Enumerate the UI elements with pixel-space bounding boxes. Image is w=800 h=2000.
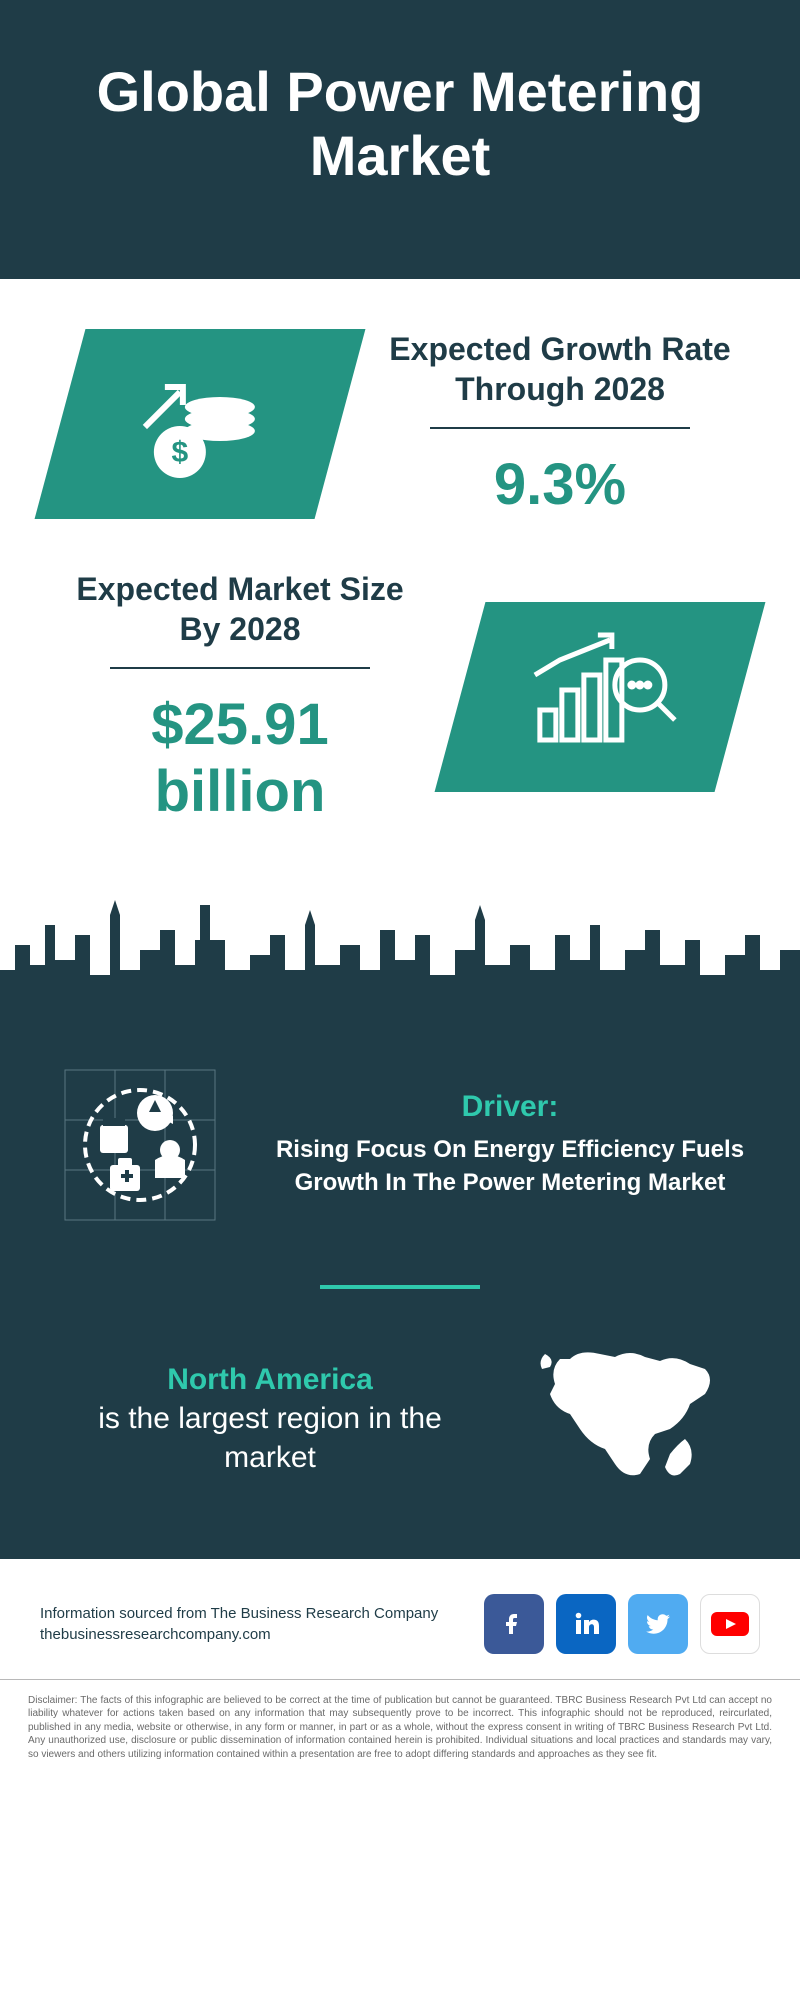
linkedin-icon[interactable] — [556, 1594, 616, 1654]
north-america-map-icon — [530, 1339, 750, 1499]
growth-section: $ Expected Growth Rate Through 2028 9.3% — [0, 279, 800, 549]
market-size-label: Expected Market Size By 2028 — [60, 569, 420, 649]
facebook-icon[interactable] — [484, 1594, 544, 1654]
footer: Information sourced from The Business Re… — [0, 1559, 800, 1679]
header: Global Power Metering Market — [0, 0, 800, 279]
region-row: North America is the largest region in t… — [50, 1339, 750, 1499]
dark-section: Driver: Rising Focus On Energy Efficienc… — [0, 1015, 800, 1559]
region-name: North America — [50, 1360, 490, 1399]
divider — [430, 427, 690, 429]
growth-icon-box: $ — [35, 329, 366, 519]
growth-value: 9.3% — [380, 451, 740, 518]
youtube-icon[interactable] — [700, 1594, 760, 1654]
divider-bar — [320, 1285, 480, 1289]
twitter-icon[interactable] — [628, 1594, 688, 1654]
growth-label: Expected Growth Rate Through 2028 — [380, 329, 740, 409]
disclaimer-text: Disclaimer: The facts of this infographi… — [0, 1679, 800, 1792]
driver-row: Driver: Rising Focus On Energy Efficienc… — [50, 1055, 750, 1235]
source-text: Information sourced from The Business Re… — [40, 1603, 438, 1645]
growth-text: Expected Growth Rate Through 2028 9.3% — [380, 329, 740, 518]
source-line-1: Information sourced from The Business Re… — [40, 1603, 438, 1624]
market-size-text: Expected Market Size By 2028 $25.91 bill… — [60, 569, 420, 825]
divider — [110, 667, 370, 669]
region-text: North America is the largest region in t… — [50, 1360, 490, 1477]
driver-description: Rising Focus On Energy Efficiency Fuels … — [270, 1134, 750, 1199]
market-size-section: Expected Market Size By 2028 $25.91 bill… — [0, 549, 800, 875]
page-title: Global Power Metering Market — [40, 60, 760, 189]
chart-magnify-icon — [520, 629, 680, 764]
region-description: is the largest region in the market — [50, 1399, 490, 1477]
social-row — [484, 1594, 760, 1654]
source-line-2: thebusinessresearchcompany.com — [40, 1624, 438, 1645]
skyline-silhouette — [0, 875, 800, 1015]
driver-label: Driver: — [270, 1090, 750, 1124]
money-growth-icon: $ — [125, 356, 275, 491]
svg-text:$: $ — [172, 435, 189, 468]
market-icon-box — [435, 602, 766, 792]
driver-text: Driver: Rising Focus On Energy Efficienc… — [270, 1090, 750, 1199]
market-size-value: $25.91 billion — [60, 691, 420, 825]
driver-icon — [50, 1055, 230, 1235]
